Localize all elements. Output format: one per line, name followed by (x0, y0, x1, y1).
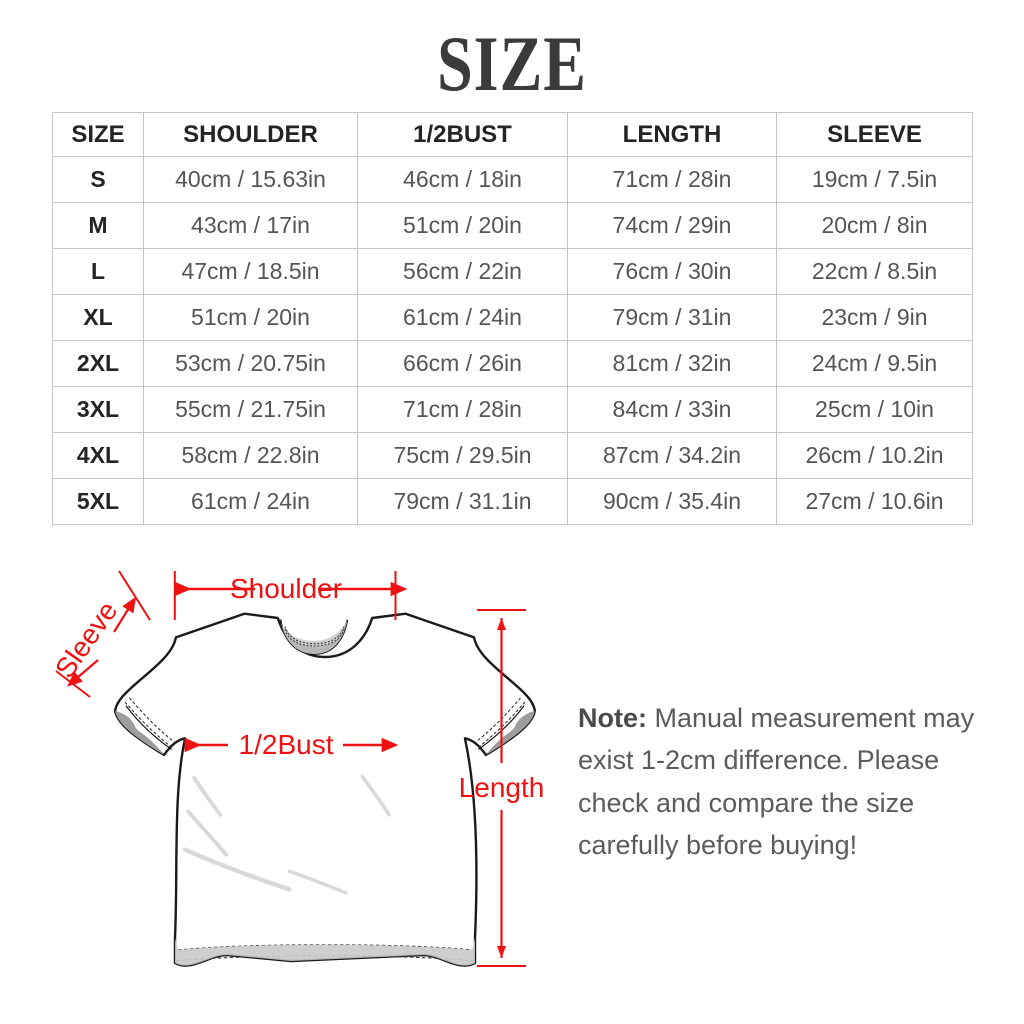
svg-text:Shoulder: Shoulder (230, 573, 342, 604)
